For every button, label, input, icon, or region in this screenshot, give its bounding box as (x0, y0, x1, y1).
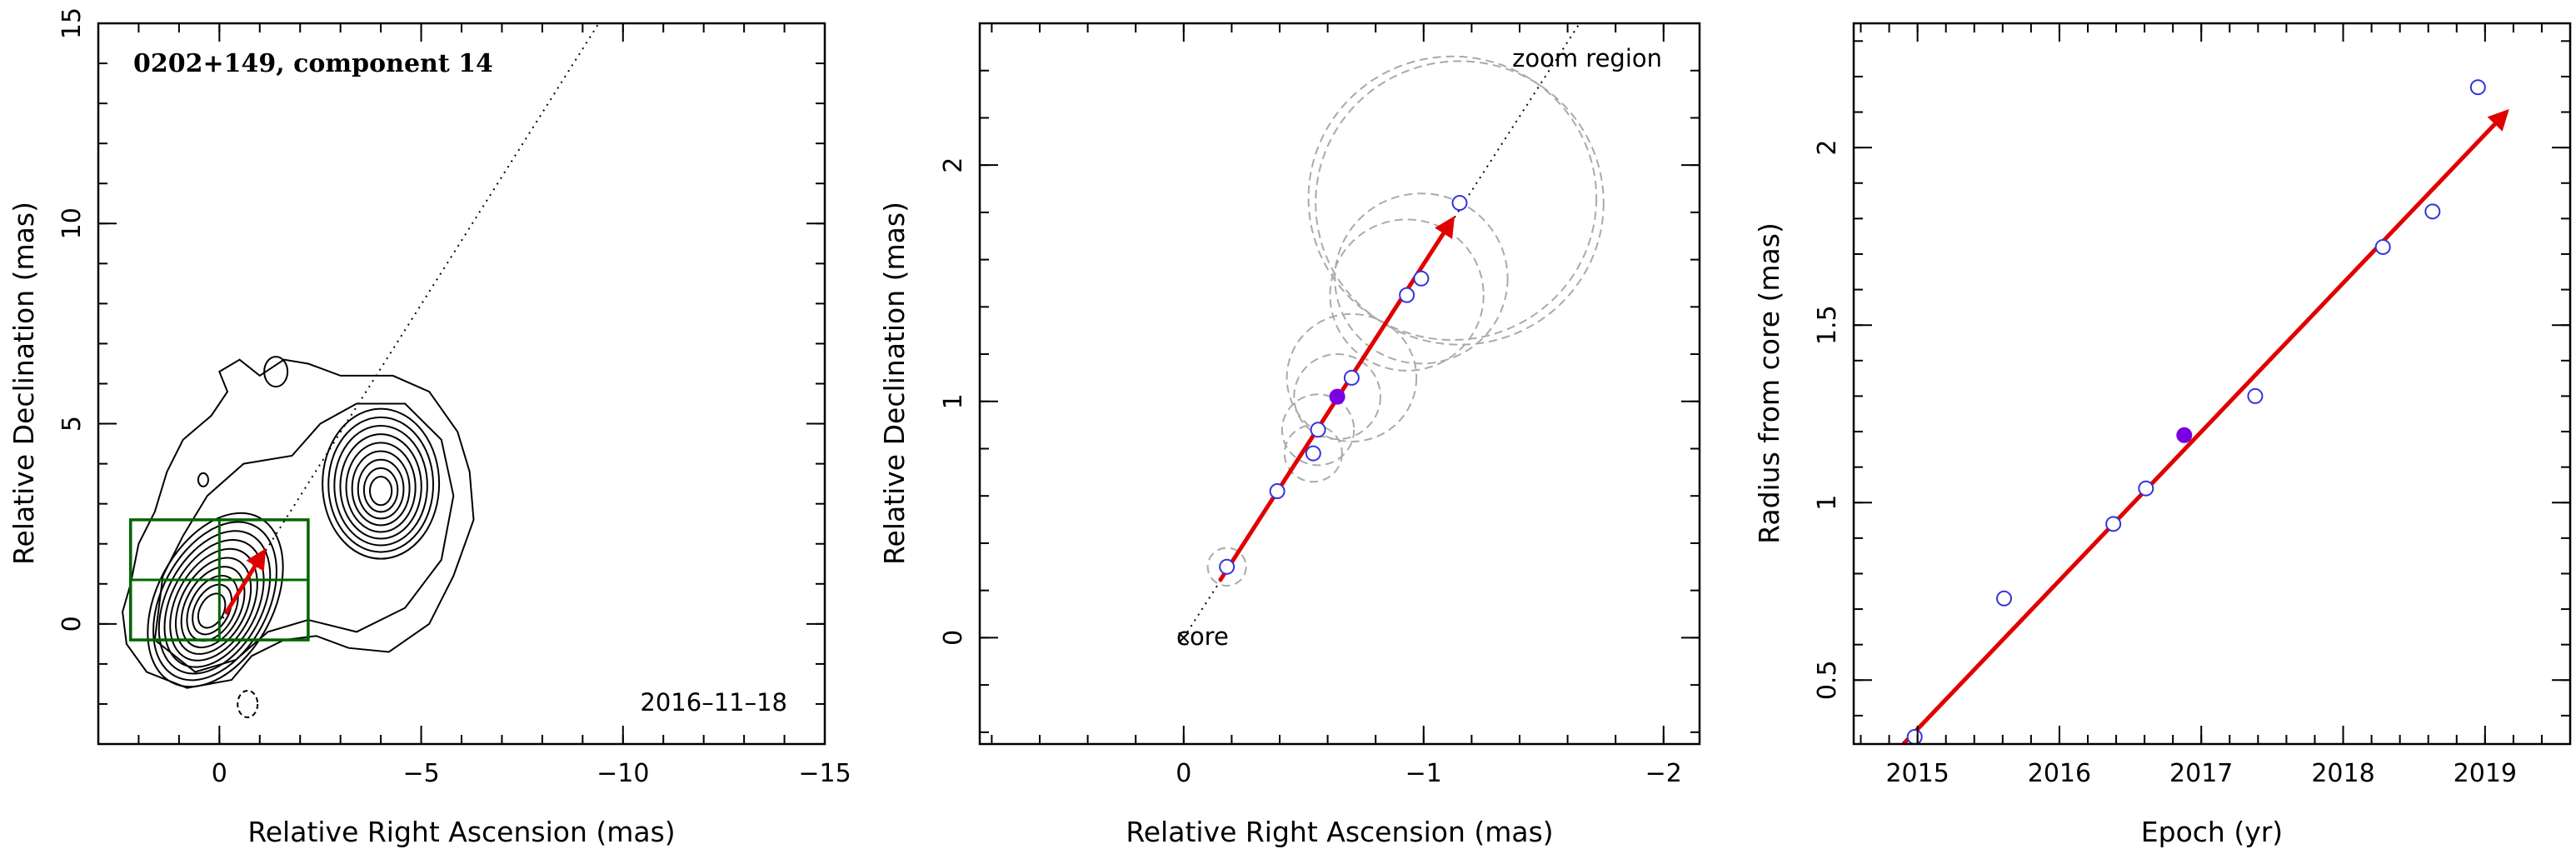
x-tick-label: 2018 (2311, 759, 2374, 788)
x-tick-label: −1 (1405, 759, 1442, 788)
x-tick-label: 0 (212, 759, 227, 788)
jet-knot-contour (369, 476, 393, 507)
data-point (1219, 558, 1236, 575)
error-circle (1286, 312, 1418, 442)
y-tick-label: 2 (939, 157, 968, 173)
panel-zoom-region: 0 −1 −2 0 1 2 core zoom region Relative Right… (878, 22, 1701, 848)
error-circle (1329, 218, 1485, 372)
plot-frame (97, 22, 826, 746)
data-point (2374, 238, 2391, 255)
y-tick-label: 1 (1813, 495, 1842, 511)
data-point (1413, 270, 1430, 287)
x-tick-label: −15 (798, 759, 851, 788)
jet-knot-contour (333, 424, 428, 547)
y-axis-label: Relative Declination (mas) (878, 202, 911, 565)
core-contour (147, 512, 284, 688)
jet-knot-contour (322, 407, 441, 560)
ticks: 0 −5 −10 −15 0 5 10 15 (57, 7, 851, 788)
jet-knot-contour (345, 442, 417, 533)
error-circle (1315, 60, 1605, 346)
y-axis-label: Radius from core (mas) (1753, 222, 1785, 544)
x-tick-label: 2019 (2454, 759, 2517, 788)
core-contour (174, 557, 252, 655)
data-point (2138, 480, 2154, 497)
plot-frame (1852, 22, 2572, 746)
y-tick-label: 5 (57, 416, 87, 432)
core-label: core (1176, 622, 1229, 651)
data-point (1310, 422, 1326, 438)
zoom-region-label: zoom region (1512, 44, 1662, 72)
plot-area (1178, 22, 1605, 644)
plot-frame (978, 22, 1701, 746)
jet-knot-contour (327, 416, 435, 553)
x-tick-label: 2015 (1885, 759, 1949, 788)
y-tick-label: 2 (1813, 140, 1842, 156)
data-point (1399, 287, 1415, 303)
zoom-region-circle (1307, 55, 1598, 342)
panel-contour-map: 0 −5 −10 −15 0 5 10 15 0202+149, component 14 2… (7, 7, 851, 848)
date-label: 2016–11–18 (640, 688, 787, 717)
core-marker (1178, 632, 1190, 644)
x-tick-label: −2 (1645, 759, 1682, 788)
data-point (1451, 195, 1468, 212)
y-tick-label: 10 (57, 207, 87, 239)
data-point (1343, 369, 1360, 386)
core-contour (163, 539, 265, 668)
x-axis-label: Epoch (yr) (2141, 816, 2283, 848)
fit-vector (1901, 108, 2509, 746)
ticks: 0 −1 −2 0 1 2 (939, 22, 1700, 788)
data-point-filled (1329, 388, 1345, 405)
core-contour (180, 566, 246, 649)
chart-title: 0202+149, component 14 (133, 49, 493, 78)
error-circle (1281, 393, 1355, 467)
island-contour (197, 472, 209, 487)
plot-area (1901, 79, 2509, 746)
core-contour (169, 547, 258, 662)
data-point (2247, 387, 2264, 404)
jet-knot-contour (357, 458, 405, 520)
y-tick-label: 0 (57, 616, 87, 632)
plot-area (122, 22, 600, 718)
y-tick-label: 0 (939, 630, 968, 646)
jet-knot-contour (351, 450, 411, 527)
x-tick-label: −10 (597, 759, 649, 788)
y-tick-label: 15 (57, 7, 87, 39)
x-tick-label: −5 (402, 759, 439, 788)
error-circle (1293, 353, 1381, 441)
contour-envelope (153, 402, 455, 673)
negative-contour (237, 689, 259, 718)
y-axis-label: Relative Declination (mas) (7, 202, 40, 565)
error-circle (1206, 547, 1247, 587)
core-contour (152, 521, 277, 682)
data-point (1269, 483, 1286, 500)
x-tick-label: 0 (1176, 759, 1191, 788)
jet-knot-contour (339, 433, 422, 540)
jet-knot-contour (362, 467, 399, 513)
data-point (1996, 590, 2013, 607)
y-tick-label: 1.5 (1813, 305, 1842, 345)
data-point (1906, 728, 1923, 745)
data-point (2105, 516, 2122, 532)
y-tick-label: 1 (939, 393, 968, 409)
data-point (1305, 445, 1321, 462)
error-circle (1334, 192, 1509, 365)
x-tick-label: 2016 (2028, 759, 2091, 788)
motion-vector (223, 548, 267, 616)
y-tick-label: 0.5 (1813, 660, 1842, 700)
data-point-filled (2176, 427, 2193, 443)
x-axis-label: Relative Right Ascension (mas) (247, 816, 675, 848)
core-contour (192, 583, 233, 636)
island-contour (263, 356, 289, 388)
x-axis-label: Relative Right Ascension (mas) (1126, 816, 1553, 848)
data-point (2469, 79, 2486, 96)
ticks: 2015 2016 2017 2018 2019 0.5 1 1.5 2 (1813, 23, 2571, 788)
x-tick-label: 2017 (2169, 759, 2233, 788)
data-point (2424, 203, 2441, 220)
